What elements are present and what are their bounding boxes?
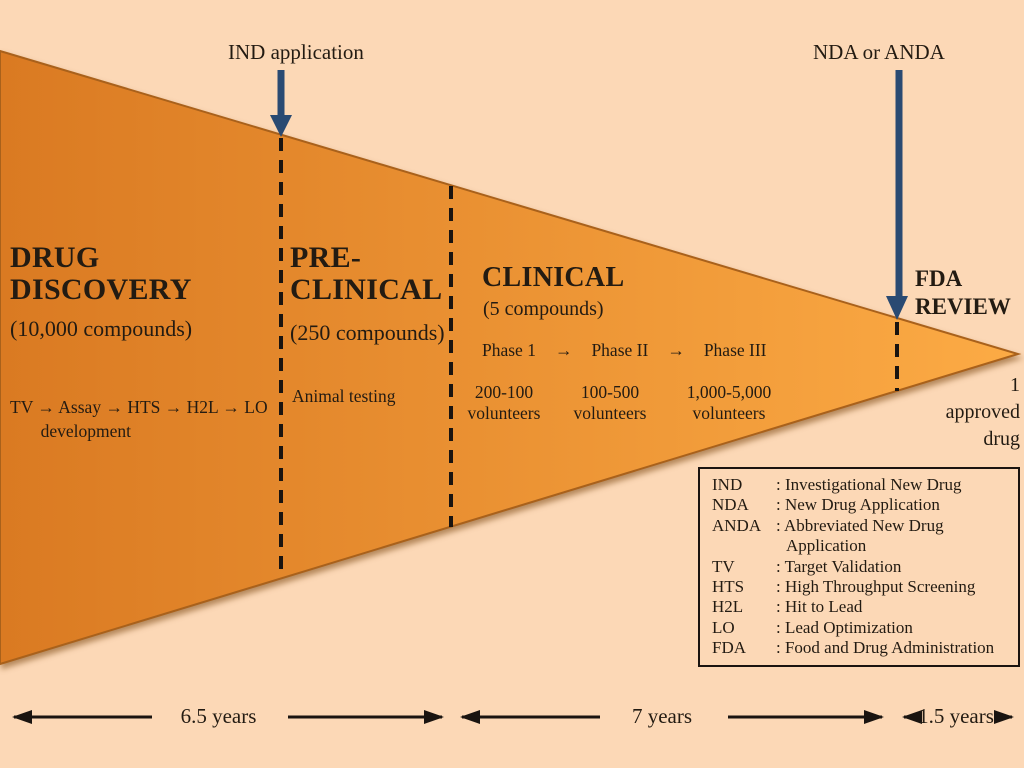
phase-1-volunteers: 200-100 volunteers: [467, 382, 541, 423]
legend-abbr: LO: [712, 617, 735, 637]
legend-desc: : Hit to Lead: [776, 597, 863, 617]
funnel-triangle: [0, 49, 1022, 666]
phase-2-label: Phase II: [591, 340, 649, 360]
legend-row: FDA : Food and Drug Administration: [712, 638, 1010, 658]
legend-desc: : Target Validation: [776, 556, 902, 576]
legend-desc: : Lead Optimization: [776, 617, 913, 637]
legend-desc: : New Drug Application: [776, 495, 940, 515]
legend-abbr: ANDA: [712, 515, 762, 535]
phase-3-label: Phase III: [703, 340, 767, 360]
approved-drug-label: 1 approved drug: [945, 374, 1020, 450]
phase-3-volunteers: 1,000-5,000 volunteers: [686, 382, 772, 423]
clinical-phase-row: Phase 1 → Phase II → Phase III: [482, 340, 767, 361]
legend-desc: : Food and Drug Administration: [776, 638, 995, 658]
abbreviation-legend: IND : Investigational New Drug NDA : New…: [698, 467, 1020, 667]
nda-down-arrow-icon: [886, 70, 908, 320]
drug-discovery-compounds: (10,000 compounds): [10, 316, 193, 341]
phase-2-volunteers: 100-500 volunteers: [573, 382, 647, 423]
fda-review-title: FDA REVIEW: [915, 266, 1011, 320]
nda-or-anda-label: NDA or ANDA: [813, 40, 945, 64]
clinical-compounds: (5 compounds): [483, 298, 604, 320]
legend-row: NDA : New Drug Application: [712, 495, 1010, 515]
legend-abbr: HTS: [712, 577, 745, 597]
legend-row: LO : Lead Optimization: [712, 618, 1010, 638]
ind-application-label: IND application: [228, 40, 364, 64]
legend-abbr: IND: [712, 475, 743, 494]
preclinical-title: PRE-CLINICAL: [290, 241, 443, 307]
legend-desc: : Abbreviated New Drug: [776, 515, 944, 535]
timeline-segment-3-label: 1.5 years: [918, 704, 994, 728]
preclinical-compounds: (250 compounds): [290, 320, 445, 345]
legend-row: IND : Investigational New Drug: [712, 475, 1010, 495]
phase-1-label: Phase 1: [482, 340, 536, 360]
drug-discovery-pipeline: TV → Assay → HTS → H2L → LO development: [10, 397, 268, 441]
legend-abbr: H2L: [712, 597, 744, 617]
phase-arrow-icon: →: [554, 340, 573, 360]
legend-desc: : High Throughput Screening: [776, 577, 976, 597]
legend-row: TV : Target Validation: [712, 557, 1010, 577]
legend-row: ANDA : Abbreviated New Drug: [712, 516, 1010, 536]
ind-down-arrow-icon: [270, 70, 292, 137]
legend-desc: Application: [786, 536, 867, 556]
legend-row-continuation: Application: [712, 536, 1010, 556]
legend-abbr: FDA: [712, 638, 747, 658]
timeline-segment-1-label: 6.5 years: [180, 704, 257, 728]
drug-discovery-title: DRUG DISCOVERY: [10, 241, 192, 307]
legend-row: H2L : Hit to Lead: [712, 597, 1010, 617]
legend-row: HTS : High Throughput Screening: [712, 577, 1010, 597]
legend-abbr: NDA: [712, 495, 749, 515]
legend-desc: : Investigational New Drug: [776, 475, 962, 494]
preclinical-note: Animal testing: [292, 386, 396, 406]
clinical-title: CLINICAL: [482, 262, 625, 293]
phase-arrow-icon: →: [667, 340, 685, 360]
legend-abbr: TV: [712, 556, 735, 576]
timeline-segment-2-label: 7 years: [631, 704, 693, 728]
